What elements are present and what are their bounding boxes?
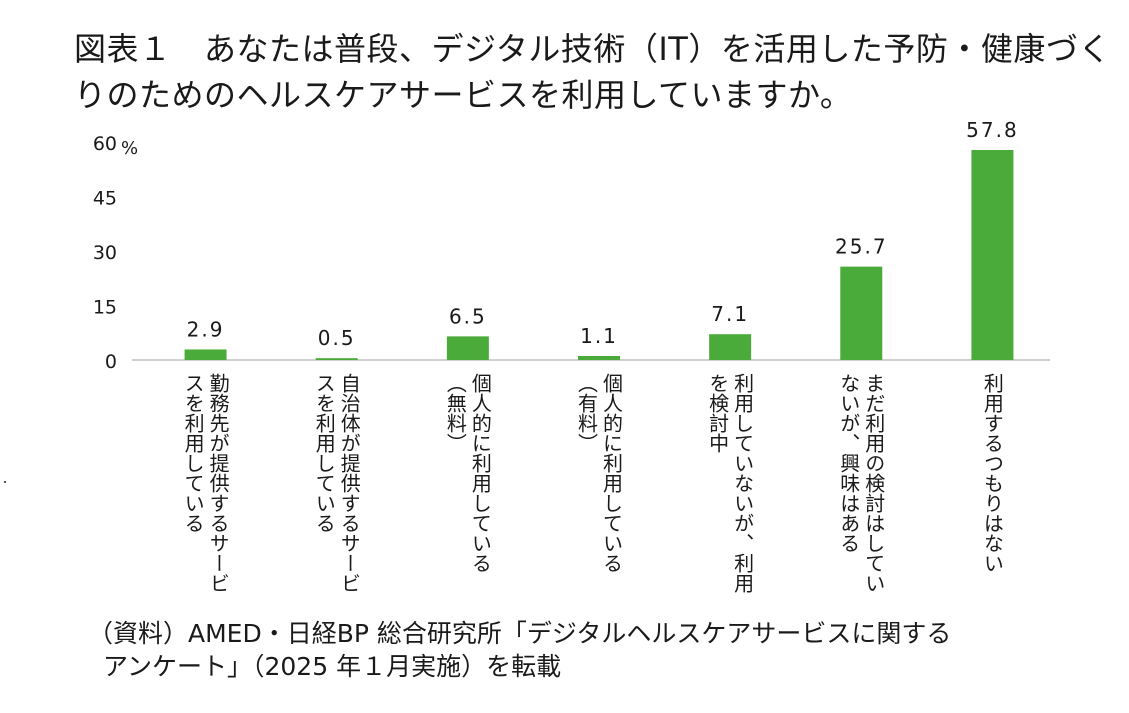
stray-dot xyxy=(4,481,6,483)
bar xyxy=(184,349,227,360)
bar-value-label: 25.7 xyxy=(835,235,888,259)
y-tick-label: 45 xyxy=(93,188,117,210)
bar xyxy=(315,358,358,360)
bar-value-label: 6.5 xyxy=(449,304,487,328)
y-tick-label: 30 xyxy=(93,242,117,264)
y-unit-label: % xyxy=(121,138,138,159)
chart-title-line-2: りのためのヘルスケアサービスを利用していますか。 xyxy=(74,76,853,114)
category-label: ないが、興味はある xyxy=(837,373,861,553)
bar-value-label: 2.9 xyxy=(187,317,225,341)
bar xyxy=(971,149,1014,360)
chart-title-line-1: 図表１ あなたは普段、デジタル技術（IT）を活用した予防・健康づく xyxy=(74,30,1111,68)
category-label: を検討中 xyxy=(706,373,730,453)
bar-value-label: 1.1 xyxy=(580,324,618,348)
category-label: 利用するつもりはない xyxy=(980,373,1004,573)
category-label: 勤務先が提供するサービ xyxy=(206,373,230,593)
category-label: 個人的に利用している xyxy=(600,373,624,573)
category-label: 利用していないが、利用 xyxy=(731,373,755,593)
category-label: スを利用している xyxy=(312,373,336,533)
category-label: 個人的に利用している xyxy=(468,373,492,573)
bar-value-label: 7.1 xyxy=(711,302,749,326)
bar xyxy=(578,356,620,360)
bar-value-label: 0.5 xyxy=(318,326,356,350)
category-label: （有料） xyxy=(575,373,599,453)
source-note: （資料）AMED・日経BP 総合研究所「デジタルヘルスケアサービスに関する アン… xyxy=(88,617,951,683)
bar xyxy=(446,336,489,360)
y-tick-label: 15 xyxy=(93,297,117,319)
source-note-line-2: アンケート」（2025 年１月実施）を転載 xyxy=(103,652,562,681)
y-tick-label: 0 xyxy=(105,351,117,373)
category-label: まだ利用の検討はしてい xyxy=(862,373,886,593)
bar-value-label: 57.8 xyxy=(966,118,1019,142)
category-label: 自治体が提供するサービ xyxy=(337,373,361,593)
chart-title: 図表１ あなたは普段、デジタル技術（IT）を活用した予防・健康づく りのためのヘ… xyxy=(74,26,1111,118)
source-note-line-1: （資料）AMED・日経BP 総合研究所「デジタルヘルスケアサービスに関する xyxy=(88,619,952,648)
bar xyxy=(709,334,752,360)
y-tick-label: 60 xyxy=(93,133,117,155)
category-label: スを利用している xyxy=(181,373,205,533)
category-label: （無料） xyxy=(443,373,467,453)
bar xyxy=(840,266,883,360)
